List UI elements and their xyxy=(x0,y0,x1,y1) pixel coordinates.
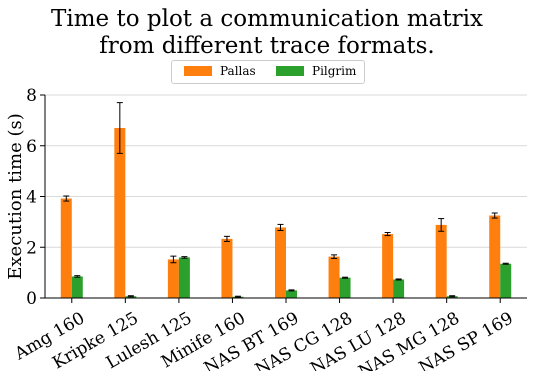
y-axis-label: Execution time (s) xyxy=(5,113,26,279)
chart-title-line-1: Time to plot a communication matrix xyxy=(51,6,483,32)
bar-pallas-nas-cg-128 xyxy=(328,256,340,298)
chart-title: Time to plot a communication matrix from… xyxy=(0,6,534,60)
error-bar-pilgrim-nas-bt-169 xyxy=(288,289,295,292)
bar-pallas-minife-160 xyxy=(221,238,233,298)
y-tick-label-6: 6 xyxy=(26,137,37,157)
y-ticks: 0 2 4 6 8 xyxy=(26,86,45,309)
chart-legend: Pallas Pilgrim xyxy=(171,60,365,84)
y-tick-label-2: 2 xyxy=(26,238,37,258)
bar-pallas-kripke-125 xyxy=(114,127,126,298)
bar-pallas-amg-160 xyxy=(60,198,72,298)
error-bar-pallas-nas-bt-169 xyxy=(277,223,284,232)
legend-item-pilgrim: Pilgrim xyxy=(276,64,356,78)
bar-pilgrim-nas-bt-169 xyxy=(286,290,297,298)
bar-pallas-nas-mg-128 xyxy=(435,224,447,298)
bar-pilgrim-lulesh-125 xyxy=(178,257,190,298)
y-tick-label-0: 0 xyxy=(26,289,37,309)
y-tick-label-4: 4 xyxy=(26,188,37,208)
bar-pilgrim-nas-cg-128 xyxy=(339,277,351,298)
chart-title-line-2: from different trace formats. xyxy=(99,33,435,59)
error-bar-pilgrim-lulesh-125 xyxy=(181,256,188,259)
error-bar-pilgrim-nas-cg-128 xyxy=(342,276,349,279)
error-bar-pallas-nas-cg-128 xyxy=(331,254,338,259)
error-bar-pallas-nas-mg-128 xyxy=(438,218,445,232)
error-bar-pilgrim-minife-160 xyxy=(234,295,241,298)
bar-pilgrim-amg-160 xyxy=(71,276,83,298)
bar-pilgrim-nas-lu-128 xyxy=(393,279,405,298)
error-bar-pallas-nas-sp-169 xyxy=(491,212,498,219)
error-bars xyxy=(63,102,509,298)
error-bar-pallas-nas-lu-128 xyxy=(384,232,391,237)
error-bar-pilgrim-nas-sp-169 xyxy=(502,262,509,265)
error-bar-pilgrim-amg-160 xyxy=(74,275,81,278)
error-bar-pallas-kripke-125 xyxy=(116,102,123,154)
legend-item-pallas: Pallas xyxy=(184,64,256,78)
y-tick-label-8: 8 xyxy=(26,86,37,106)
legend-swatch-pallas xyxy=(184,66,212,76)
bar-pilgrim-nas-sp-169 xyxy=(500,263,512,298)
bars xyxy=(60,127,512,298)
error-bar-pallas-amg-160 xyxy=(63,195,70,202)
bar-pallas-nas-bt-169 xyxy=(275,227,286,298)
legend-label-pallas: Pallas xyxy=(220,64,256,78)
error-bar-pilgrim-nas-lu-128 xyxy=(395,278,402,281)
legend-swatch-pilgrim xyxy=(276,66,304,76)
error-bar-pilgrim-nas-mg-128 xyxy=(449,295,456,298)
legend-label-pilgrim: Pilgrim xyxy=(312,64,357,78)
error-bar-pilgrim-kripke-125 xyxy=(127,295,134,298)
bar-pallas-lulesh-125 xyxy=(167,259,179,298)
error-bar-pallas-minife-160 xyxy=(223,235,230,242)
bar-pallas-nas-sp-169 xyxy=(489,215,501,298)
bar-pallas-nas-lu-128 xyxy=(382,234,394,298)
error-bar-pallas-lulesh-125 xyxy=(170,255,177,264)
